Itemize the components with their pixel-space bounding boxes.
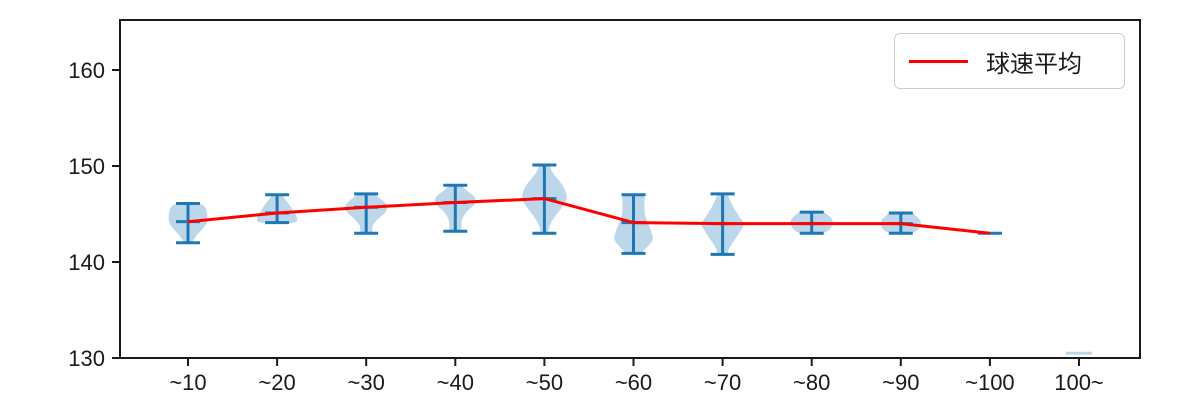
legend: 球速平均 — [894, 33, 1125, 89]
x-tick-label-~90: ~90 — [882, 370, 919, 395]
x-tick-label-100~: 100~ — [1054, 370, 1104, 395]
x-tick-label-~40: ~40 — [437, 370, 474, 395]
offscale-violin-sliver-100~ — [1066, 351, 1092, 355]
legend-line-sample — [909, 59, 968, 63]
x-tick-label-~60: ~60 — [615, 370, 652, 395]
y-tick-label-160: 160 — [68, 58, 105, 83]
x-tick-label-~50: ~50 — [526, 370, 563, 395]
x-tick-label-~10: ~10 — [169, 370, 206, 395]
x-tick-label-~70: ~70 — [704, 370, 741, 395]
legend-label: 球速平均 — [986, 50, 1082, 78]
x-tick-label-~30: ~30 — [348, 370, 385, 395]
x-tick-label-~20: ~20 — [258, 370, 295, 395]
plot-border — [119, 19, 1141, 359]
y-tick-label-140: 140 — [68, 250, 105, 275]
y-tick-label-150: 150 — [68, 154, 105, 179]
y-tick-label-130: 130 — [68, 346, 105, 371]
x-tick-label-~80: ~80 — [793, 370, 830, 395]
mean-speed-line — [187, 197, 991, 235]
x-tick-label-~100: ~100 — [965, 370, 1015, 395]
